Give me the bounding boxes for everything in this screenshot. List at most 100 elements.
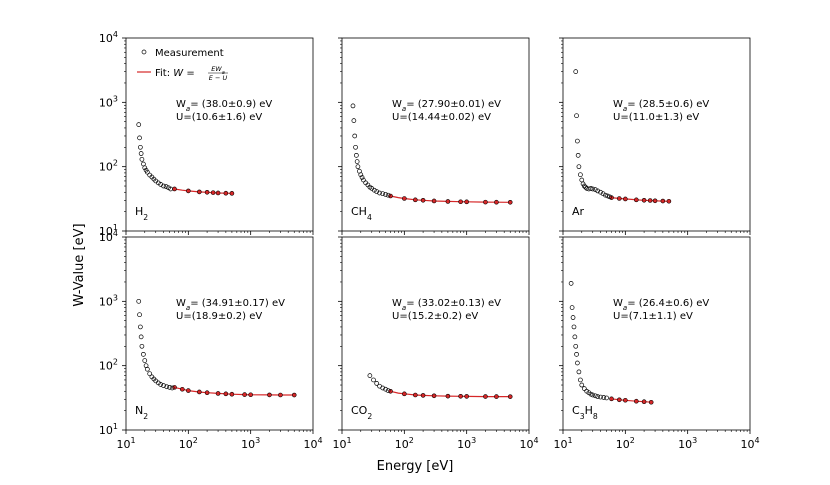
x-tick-label: 104	[740, 436, 759, 451]
axes-frame	[341, 236, 530, 431]
measurement-point	[355, 164, 361, 170]
measurement-point	[590, 392, 596, 398]
measurement-point	[377, 190, 382, 196]
measurement-point	[380, 191, 386, 197]
panel-h2: 101 102 103 104 Wa= (38.0±0.9) eVU=(10.6±1.6…	[99, 30, 314, 238]
measurement-point	[141, 351, 146, 357]
gas-label: CH4	[351, 205, 372, 222]
measurement-point	[141, 161, 146, 167]
measurement-point	[155, 180, 161, 186]
measurement-point	[138, 334, 144, 340]
fit-point	[464, 394, 469, 399]
measurement-point	[155, 380, 161, 386]
fit-point	[402, 391, 407, 397]
fit-point	[616, 196, 622, 201]
fit-point	[458, 199, 463, 205]
fit-point	[267, 392, 272, 398]
legend-fit-denominator: E − U	[209, 74, 228, 82]
fit-line	[174, 188, 232, 194]
measurement-point	[350, 103, 356, 109]
y-tick-label: 102	[99, 159, 118, 174]
measurement-point	[578, 172, 583, 178]
measurement-point	[573, 69, 579, 74]
measurement-point	[575, 152, 581, 158]
measurement-point	[144, 366, 150, 372]
axes-frame	[562, 236, 751, 431]
ticks	[338, 37, 530, 235]
fit-point	[609, 396, 614, 402]
fit-point	[210, 190, 216, 195]
measurement-point	[136, 298, 142, 304]
fit-line	[390, 390, 511, 398]
measurement-point	[158, 382, 164, 387]
measurement-point	[383, 192, 388, 197]
y-tick-label: 103	[99, 293, 118, 308]
measurement-point	[571, 324, 577, 330]
x-tick-label: 104	[303, 436, 322, 451]
y-tick-label: 103	[99, 94, 118, 109]
fit-point	[648, 399, 654, 405]
fit-point	[431, 198, 437, 204]
measurement-point	[138, 144, 143, 150]
y-axis-label: W-Value [eV]	[72, 223, 87, 306]
fit-point	[431, 393, 437, 399]
x-tick-label: 102	[179, 436, 198, 451]
measurement-point	[358, 172, 364, 178]
measurement-point	[592, 393, 598, 399]
measurement-point	[581, 386, 587, 391]
fit-point	[172, 186, 177, 192]
fit-point	[616, 397, 622, 403]
measurement-point	[600, 191, 606, 197]
x-tick-label: 102	[616, 436, 635, 451]
measurement-point	[603, 192, 608, 198]
fit-point	[197, 189, 202, 195]
panel-c3h8: 101 102 103 104 Wa= (26.4±0.6) eVU=(7.1±1.1)…	[553, 236, 760, 451]
fit-point	[248, 392, 253, 398]
x-axis-label: Energy [eV]	[377, 459, 454, 474]
legend-fit-label: Fit: W =	[155, 68, 195, 79]
measurement-point	[351, 118, 357, 123]
u-annotation: U=(14.44±0.02) eV	[392, 112, 491, 123]
measurement-point	[574, 113, 579, 119]
ticks	[559, 37, 751, 235]
y-tick-label: 104	[99, 30, 118, 45]
x-tick-label: 101	[332, 436, 351, 451]
fit-point	[179, 386, 185, 392]
measurement-point	[573, 343, 579, 349]
fit-point	[420, 198, 426, 203]
y-tick-label: 101	[99, 223, 118, 238]
fit-point	[634, 197, 639, 203]
measurement-point	[367, 373, 373, 378]
measurement-point	[578, 377, 583, 383]
fit-point	[186, 388, 191, 393]
fit-point	[388, 193, 393, 199]
measurement-point	[374, 381, 380, 386]
fit-point	[458, 394, 463, 399]
measurement-point	[137, 135, 142, 141]
gas-label: N2	[135, 404, 148, 421]
measurement-point	[142, 165, 148, 171]
x-tick-label: 102	[395, 436, 414, 451]
fit-point	[445, 393, 451, 399]
fit-point	[483, 199, 488, 205]
fit-point	[215, 391, 221, 396]
measurement-point	[572, 334, 578, 340]
measurement-point	[371, 187, 377, 193]
measurement-point	[354, 152, 359, 158]
fit-point	[229, 391, 235, 397]
measurement-point	[576, 164, 582, 170]
fit-point	[215, 190, 221, 196]
x-tick-label: 103	[241, 436, 260, 451]
measurement-point	[139, 343, 145, 349]
axes-frame	[562, 37, 751, 232]
measurement-point	[569, 305, 575, 310]
measurement-point	[383, 386, 388, 392]
fit-point	[291, 392, 297, 398]
panel-ch4: Wa= (27.90±0.01) eVU=(14.44±0.02) eV CH4	[338, 37, 530, 235]
measurement-point	[374, 189, 380, 194]
fit-point	[445, 199, 451, 204]
measurement-point	[574, 351, 579, 357]
fit-point	[229, 191, 235, 196]
fit-point	[666, 198, 672, 204]
